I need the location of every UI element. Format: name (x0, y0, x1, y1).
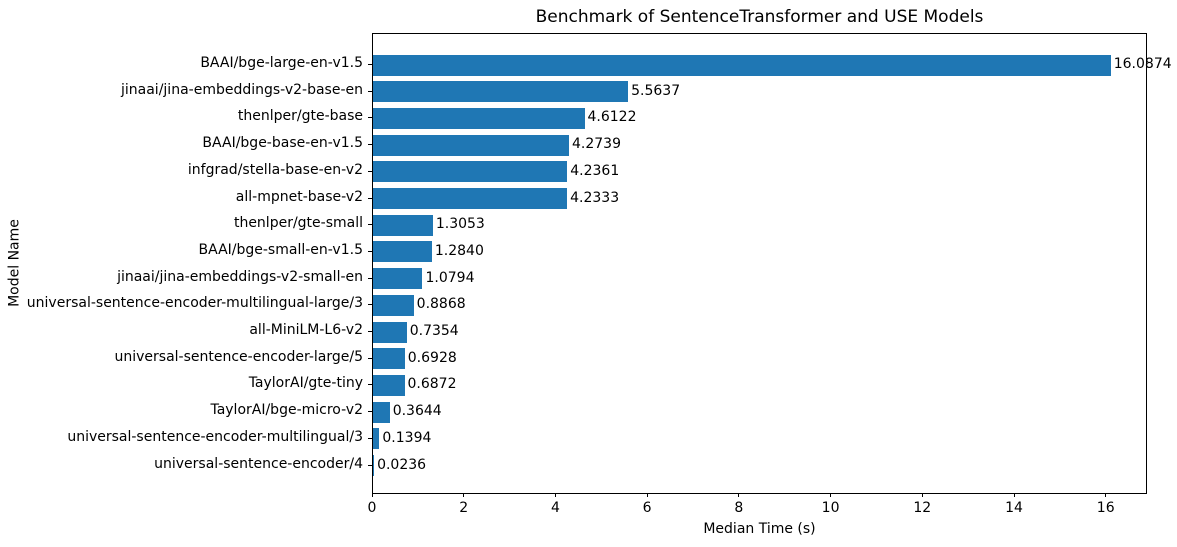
bar (373, 455, 375, 476)
bar (373, 134, 569, 156)
bar (373, 321, 407, 343)
bar-value-label: 0.3644 (392, 403, 442, 420)
bar (373, 54, 1111, 76)
bar (373, 81, 629, 103)
y-tick-label: all-MiniLM-L6-v2 (249, 322, 363, 338)
bar-value-label: 4.6122 (587, 109, 637, 126)
x-tick-mark (1105, 493, 1107, 497)
x-tick-label: 6 (642, 500, 652, 516)
y-tick-label: universal-sentence-encoder-large/5 (114, 348, 364, 365)
bar-value-label: 0.6928 (407, 349, 457, 366)
x-tick-label: 16 (1096, 500, 1115, 516)
y-tick-label: infgrad/stella-base-en-v2 (187, 161, 363, 178)
x-tick-mark (371, 493, 373, 497)
bar (373, 348, 405, 370)
y-tick-label: universal-sentence-encoder-multilingual-… (26, 295, 363, 312)
bar-value-label: 0.0236 (377, 456, 427, 473)
bar-value-label: 1.3053 (435, 216, 485, 233)
y-tick-mark (368, 250, 372, 252)
y-tick-mark (368, 197, 372, 199)
y-tick-label: universal-sentence-encoder-multilingual/… (67, 428, 363, 445)
y-tick-label: TaylorAI/bge-micro-v2 (210, 402, 363, 419)
bar-value-label: 5.5637 (631, 82, 681, 99)
x-tick-label: 10 (821, 500, 840, 516)
bar-value-label: 4.2739 (571, 136, 621, 153)
y-tick-mark (368, 437, 372, 439)
y-tick-mark (368, 117, 372, 119)
bar (373, 268, 423, 290)
chart-title: Benchmark of SentenceTransformer and USE… (535, 7, 984, 27)
bar (373, 428, 380, 450)
y-tick-mark (368, 64, 372, 65)
bar (373, 401, 390, 423)
y-tick-mark (368, 304, 372, 306)
y-axis-label: Model Name (6, 219, 23, 307)
x-tick-label: 12 (913, 500, 932, 516)
y-tick-mark (368, 331, 372, 332)
x-tick-label: 0 (367, 500, 377, 516)
y-tick-label: all-mpnet-base-v2 (235, 188, 363, 205)
x-tick-mark (830, 493, 832, 497)
x-tick-mark (921, 493, 923, 497)
y-tick-label: jinaai/jina-embeddings-v2-small-en (117, 268, 363, 285)
y-tick-label: thenlper/gte-base (237, 108, 363, 125)
x-tick-label: 2 (459, 500, 469, 516)
y-tick-mark (368, 170, 372, 172)
bar (373, 294, 414, 316)
x-tick-label: 8 (734, 500, 744, 516)
bar (373, 188, 568, 209)
y-tick-label: TaylorAI/gte-tiny (248, 375, 363, 392)
y-tick-mark (368, 411, 372, 413)
bar-value-label: 0.6872 (407, 376, 457, 393)
y-tick-label: jinaai/jina-embeddings-v2-base-en (121, 81, 363, 98)
bar (373, 374, 405, 396)
bar-value-label: 4.2333 (570, 189, 620, 206)
y-tick-mark (368, 144, 372, 146)
bar-value-label: 0.1394 (382, 429, 432, 446)
bar (373, 214, 433, 236)
x-axis-label: Median Time (s) (703, 521, 816, 537)
x-tick-label: 4 (550, 500, 560, 516)
y-tick-label: BAAI/bge-large-en-v1.5 (200, 55, 363, 71)
bar-value-label: 16.0874 (1113, 56, 1172, 72)
bar-value-label: 0.7354 (409, 323, 459, 339)
y-tick-label: thenlper/gte-small (233, 215, 363, 232)
x-tick-mark (738, 493, 740, 497)
bar-value-label: 4.2361 (570, 162, 620, 179)
x-tick-label: 14 (1005, 500, 1023, 516)
y-tick-mark (368, 384, 372, 386)
x-tick-mark (463, 493, 465, 497)
y-tick-label: universal-sentence-encoder/4 (154, 455, 363, 472)
x-tick-mark (554, 493, 556, 497)
bar-value-label: 1.2840 (434, 242, 484, 259)
plot-area: 16.0874 5.5637 4.6122 4.2739 4.2361 4.2333 1.3… (372, 33, 1172, 494)
bar (373, 107, 585, 129)
bar (373, 161, 568, 183)
y-tick-mark (368, 90, 372, 92)
y-tick-mark (368, 277, 372, 279)
x-tick-mark (1013, 493, 1015, 497)
y-tick-mark (368, 357, 372, 359)
y-tick-mark (368, 224, 372, 226)
y-tick-label: BAAI/bge-base-en-v1.5 (202, 135, 363, 152)
bar (373, 241, 432, 263)
x-tick-mark (646, 493, 648, 497)
y-tick-label: BAAI/bge-small-en-v1.5 (198, 241, 364, 258)
bar-value-label: 1.0794 (425, 269, 475, 286)
bar-value-label: 0.8868 (416, 296, 466, 313)
y-tick-mark (368, 464, 372, 466)
